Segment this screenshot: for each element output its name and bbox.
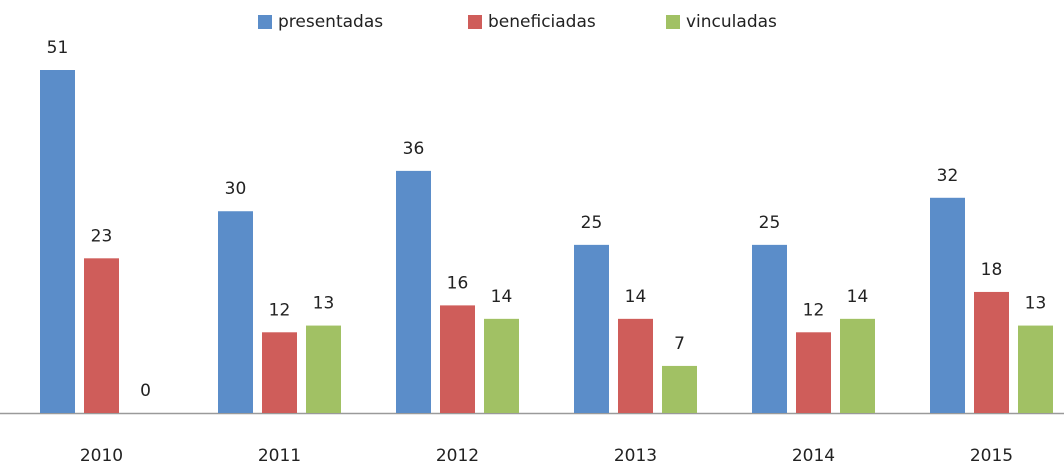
legend-label: vinculadas	[686, 12, 777, 32]
bar	[40, 70, 75, 413]
legend-label: beneficiadas	[488, 12, 596, 32]
bar	[440, 305, 475, 413]
bar	[484, 318, 519, 413]
data-label: 30	[225, 179, 247, 199]
data-label: 36	[403, 139, 425, 159]
x-tick-label: 2015	[970, 446, 1013, 466]
data-label: 12	[803, 300, 825, 320]
bar	[1018, 325, 1053, 413]
data-label: 7	[674, 334, 685, 354]
legend-swatch	[468, 15, 482, 29]
x-tick-label: 2011	[258, 446, 301, 466]
legend-swatch	[666, 15, 680, 29]
data-label: 14	[625, 287, 647, 307]
data-label: 18	[981, 260, 1003, 280]
bar	[974, 291, 1009, 413]
bar	[306, 325, 341, 413]
data-label: 51	[47, 38, 69, 58]
data-label: 32	[937, 166, 959, 186]
bar	[218, 211, 253, 413]
legend-label: presentadas	[278, 12, 383, 32]
bar	[84, 258, 119, 413]
data-label: 12	[269, 300, 291, 320]
data-label: 0	[140, 381, 151, 401]
x-tick-label: 2012	[436, 446, 479, 466]
x-tick-label: 2013	[614, 446, 657, 466]
bar	[262, 332, 297, 413]
bar	[396, 170, 431, 413]
bar	[840, 318, 875, 413]
bar	[796, 332, 831, 413]
data-label: 14	[491, 287, 513, 307]
data-label: 13	[313, 294, 335, 314]
x-tick-label: 2010	[80, 446, 123, 466]
data-label: 23	[91, 226, 113, 246]
bar	[662, 365, 697, 413]
data-label: 16	[447, 273, 469, 293]
data-label: 25	[759, 213, 781, 233]
data-label: 14	[847, 287, 869, 307]
x-tick-label: 2014	[792, 446, 835, 466]
bar	[930, 197, 965, 413]
data-label: 25	[581, 213, 603, 233]
data-label: 13	[1025, 294, 1047, 314]
bar	[752, 244, 787, 413]
bar	[618, 318, 653, 413]
bar	[574, 244, 609, 413]
legend-swatch	[258, 15, 272, 29]
